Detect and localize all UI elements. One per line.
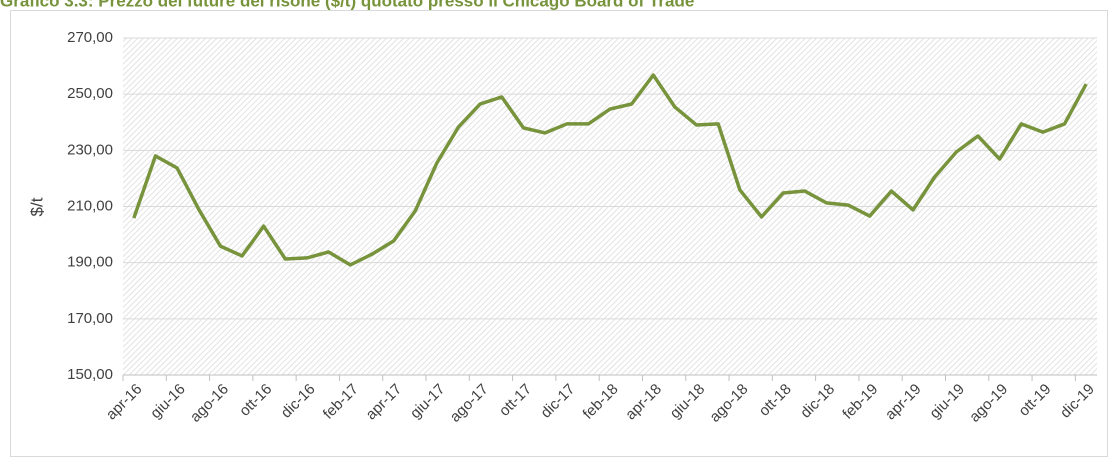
y-tick-label: 250,00 <box>67 85 113 102</box>
y-tick-label: 210,00 <box>67 197 113 214</box>
y-tick-label: 270,00 <box>67 29 113 46</box>
y-axis-label: $/t <box>27 197 46 216</box>
y-tick-label: 170,00 <box>67 310 113 327</box>
y-tick-label: 150,00 <box>67 366 113 383</box>
y-tick-label: 190,00 <box>67 254 113 271</box>
y-tick-label: 230,00 <box>67 141 113 158</box>
line-series <box>132 73 1088 267</box>
chart-title: Grafico 3.3: Prezzo del future del rison… <box>0 0 694 10</box>
